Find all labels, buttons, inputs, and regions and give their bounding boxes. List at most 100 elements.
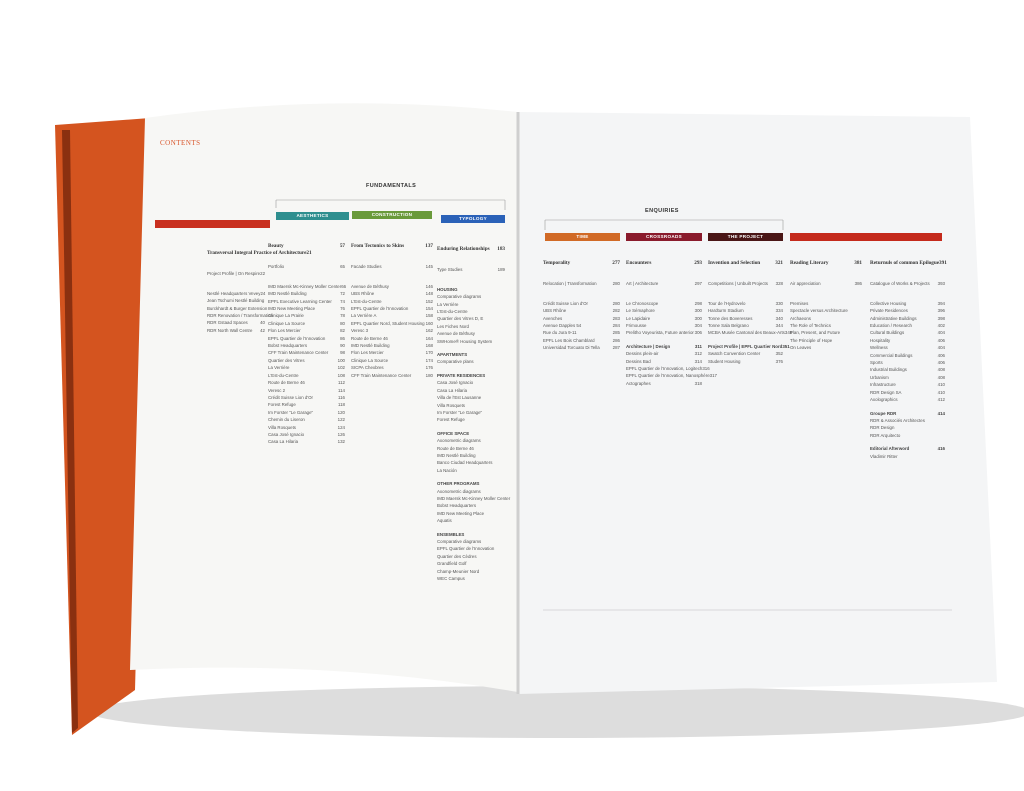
entry-page: 158 — [425, 313, 433, 319]
bar — [155, 220, 270, 228]
toc-entry: RDR North Wall Centre 42 — [207, 327, 265, 334]
toc-entry: Relocation | Transformation 280 — [543, 280, 620, 287]
entry-text: Quartier des Vitres D, E — [437, 316, 484, 322]
toc-entry: Avenue de Béthusy 146 — [351, 283, 433, 290]
entry-page: 152 — [425, 298, 433, 304]
entry-page: 408 — [937, 367, 945, 373]
entry-text: Forest Refuge — [268, 402, 296, 408]
toc-column: Temporality 277 Relocation | Transformatio… — [543, 260, 620, 352]
entry-text: UBS Rhône — [351, 291, 375, 297]
entry-page: 300 — [694, 308, 702, 314]
toc-column: Beauty 57 Portfolio 65 IMD Maersk Mc-Kinney … — [268, 243, 346, 446]
toc-entry: Veresc 2 114 — [268, 387, 345, 394]
entry-text: Wellness — [870, 345, 888, 351]
toc-entry: OFFICE SPACE — [437, 430, 505, 437]
entry-page: 154 — [425, 306, 433, 312]
entry-text: PRIVATE RESIDENCES — [437, 372, 486, 378]
entry-page: 160 — [425, 320, 433, 326]
right-page — [518, 112, 997, 694]
toc-entry: Avenue Dapples 54 284 — [543, 322, 620, 329]
toc-entry: IMD Maersk Mc-Kinney Moller Center — [437, 495, 510, 502]
toc-entry: Type Studies 189 — [437, 266, 505, 273]
entry-text: Quartier des Vitres — [268, 357, 305, 363]
entry-text: Im Forster "Le Garage" — [437, 409, 483, 415]
entry-text: HOUSING — [437, 286, 458, 292]
toc-entry: Dessins Bad 314 — [626, 358, 702, 365]
toc-entry: CFF Train Maintenance Center 98 — [268, 349, 345, 356]
entry-page: 284 — [612, 323, 620, 329]
toc-entry: Editorial Afterword 416 — [870, 445, 945, 452]
toc-entry: Avenches 283 — [543, 315, 620, 322]
entry-text: Relocation | Transformation — [543, 281, 597, 287]
toc-entry: Private Residences 396 — [870, 307, 945, 314]
toc-entry: Crédit Suisse Lion d'Or 116 — [268, 394, 345, 401]
toc-entry: Facade Studies 145 — [351, 263, 433, 270]
entry-text: Temporality — [543, 260, 571, 266]
entry-text: Comparative plans — [437, 359, 474, 365]
section-title: ENQUIRIES — [645, 208, 679, 214]
entry-text: L'Est-du-Centre — [268, 372, 299, 378]
entry-text: EPFL Quartier de l'Innovation — [351, 306, 409, 312]
entry-text: Universidad Torcuato Di Tella — [543, 345, 600, 351]
toc-entry: IMD Maersk Mc-Kinney Moller Center 66 — [268, 283, 346, 290]
entry-page: 410 — [937, 382, 945, 388]
entry-page: 286 — [612, 337, 620, 343]
entry-text: IMD New Meeting Place — [268, 306, 316, 312]
entry-page: 76 — [340, 306, 345, 312]
entry-page: 352 — [775, 351, 783, 357]
toc-entry: Comparative diagrams — [437, 538, 505, 545]
toc-entry: SICPA Chexbres 176 — [351, 364, 433, 371]
toc-entry: Enduring Relationships 183 — [437, 246, 505, 253]
toc-entry: Tonne des Boveresses 340 — [708, 315, 783, 322]
entry-text: Reading Literary — [790, 260, 829, 266]
toc-column: Enduring Relationships 183 Type Studies 189… — [437, 246, 510, 582]
entry-text: Banco Ciudad Headquarters — [437, 460, 493, 466]
toc-entry: Aquatis — [437, 517, 505, 524]
entry-page: 86 — [340, 335, 345, 341]
entry-page: 393 — [937, 281, 945, 287]
entry-text: Forest Refuge — [437, 417, 465, 423]
entry-page: 183 — [497, 246, 505, 252]
toc-entry: Hospitality 406 — [870, 337, 945, 344]
toc-entry: Clinique La Prairie 78 — [268, 312, 345, 319]
entry-page: 21 — [306, 250, 312, 256]
entry-page: 396 — [937, 308, 945, 314]
toc-entry: Project Profile | EPFL Quartier Nord 351 — [708, 343, 790, 350]
toc-entry: Student Housing 376 — [708, 358, 783, 365]
toc-entry: Dessins plein-air 312 — [626, 350, 702, 357]
toc-column: From Tectonics to Skins 137 Facade Studies… — [351, 243, 433, 379]
toc-entry: Competitions | Unbuilt Projects 328 — [708, 280, 783, 287]
entry-page: 116 — [338, 394, 345, 400]
entry-text: La Verrière — [268, 365, 290, 371]
entry-text: Le Chronoscope — [626, 300, 659, 306]
toc-entry: Cultural Buildings 404 — [870, 329, 945, 336]
toc-entry: Le Lapidaire 300 — [626, 315, 702, 322]
entry-page: 404 — [937, 345, 945, 351]
entry-page: 318 — [694, 380, 702, 386]
entry-page: 412 — [937, 397, 945, 403]
toc-entry: UBS Rhône 148 — [351, 290, 433, 297]
toc-entry: Temporality 277 — [543, 260, 620, 267]
toc-entry: Casa La Hilaria — [437, 387, 505, 394]
toc-entry: RDR & Associés Architectes — [870, 417, 945, 424]
entry-text: WEC Campus — [437, 576, 465, 582]
entry-page: 351 — [782, 343, 790, 349]
entry-page: 124 — [337, 424, 345, 430]
entry-text: Flon Les Mercier — [268, 328, 301, 334]
toc-entry: Axolographics 412 — [870, 396, 945, 403]
toc-entry: Grandfield Golf — [437, 560, 505, 567]
entry-text: Burckhardt & Burger Extension — [207, 305, 268, 311]
toc-entry: IMD Nestlé Building 72 — [268, 290, 345, 297]
entry-text: SWHome® Housing System — [437, 338, 493, 344]
toc-entry: Axonometric diagrams — [437, 437, 505, 444]
toc-entry: Archaeons — [790, 315, 862, 322]
entry-text: Comparative diagrams — [437, 539, 482, 544]
entry-text: EPFL Quartier de l'Innovation — [268, 335, 326, 341]
entry-text: Catalogue of Works & Projects — [870, 281, 930, 287]
entry-page: 394 — [937, 300, 945, 306]
entry-text: Hardturm Stadium — [708, 308, 744, 314]
toc-entry: Villa de l'Est Lausanne — [437, 394, 505, 401]
entry-page: 321 — [775, 260, 783, 266]
entry-page: 316 — [702, 366, 710, 372]
